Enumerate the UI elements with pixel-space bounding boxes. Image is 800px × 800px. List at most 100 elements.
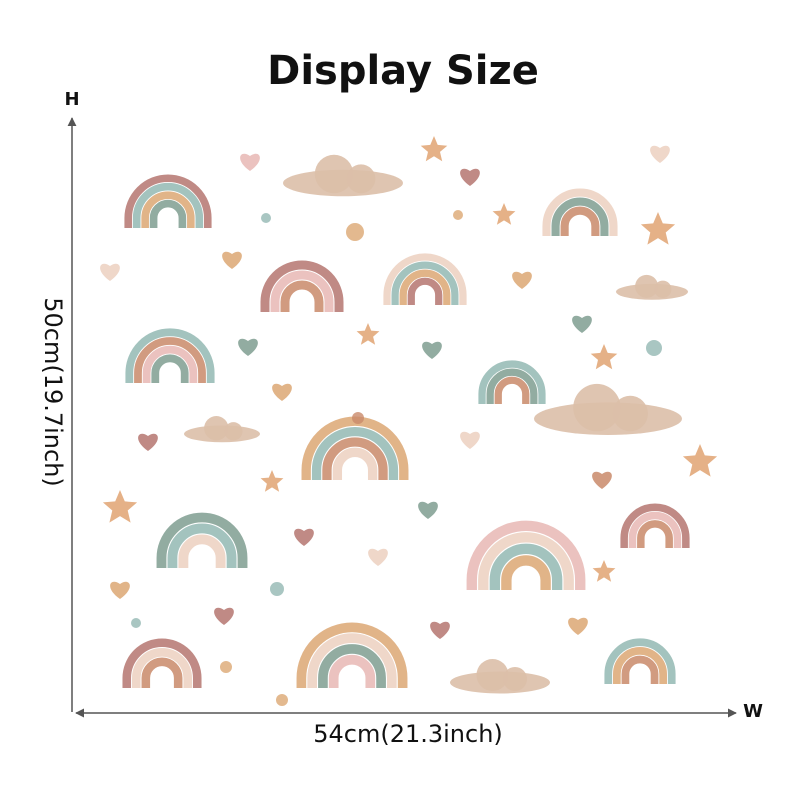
rainbow-arc	[628, 511, 682, 548]
rainbow-arc	[311, 427, 399, 480]
dot	[276, 694, 288, 706]
dot	[346, 223, 364, 241]
rainbow-arc	[478, 360, 546, 404]
heart	[650, 145, 670, 163]
rainbow-arc	[270, 270, 334, 312]
rainbow-arc	[167, 523, 237, 568]
rainbow-arc	[156, 512, 248, 568]
star	[102, 490, 138, 523]
heart	[422, 341, 442, 359]
rainbow-arc	[124, 174, 212, 228]
rainbow-arc	[322, 437, 388, 480]
heart	[460, 168, 480, 186]
heart	[568, 617, 588, 635]
rainbow-arc	[478, 532, 574, 590]
rainbow-arc	[542, 188, 618, 236]
rainbow-arc	[466, 520, 586, 590]
rainbow-arc	[307, 633, 397, 688]
width-marker: W	[743, 701, 763, 722]
heart	[592, 471, 612, 489]
rainbow-arc	[407, 277, 443, 305]
rainbow-arc	[142, 345, 198, 383]
rainbow-arc	[296, 622, 408, 688]
heart	[272, 383, 292, 401]
dot	[453, 210, 463, 220]
rainbow-arc	[141, 657, 183, 688]
cloud	[314, 154, 354, 194]
cloud	[635, 274, 659, 298]
rainbow-arc	[621, 655, 659, 684]
dot	[261, 213, 271, 223]
rainbow-arc	[494, 376, 530, 404]
star	[640, 212, 676, 245]
star	[492, 203, 516, 225]
width-label: 54cm(21.3inch)	[313, 720, 503, 748]
cloud	[503, 667, 527, 691]
heart	[110, 581, 130, 599]
star	[590, 344, 618, 370]
dot	[131, 618, 141, 628]
heart	[430, 621, 450, 639]
rainbow-arc	[560, 206, 600, 236]
heart	[238, 338, 258, 356]
rainbow-arc	[383, 253, 467, 305]
star	[356, 323, 380, 345]
rainbow-arc	[141, 191, 195, 228]
heart	[512, 271, 532, 289]
heart	[418, 501, 438, 519]
rainbow-arc	[151, 354, 189, 383]
star	[420, 136, 448, 162]
star	[260, 470, 284, 492]
rainbow-arc	[132, 648, 192, 688]
heart	[240, 153, 260, 171]
heart	[222, 251, 242, 269]
rainbow-arc	[486, 368, 538, 404]
dot	[646, 340, 662, 356]
title: Display Size	[267, 48, 539, 94]
rainbow-arc	[604, 638, 676, 684]
heart	[368, 548, 388, 566]
rainbow-arc	[612, 647, 668, 684]
rainbow-arc	[149, 199, 187, 228]
decorations	[100, 136, 718, 706]
cloud	[346, 164, 376, 194]
rainbow-arc	[318, 644, 386, 688]
dot	[270, 582, 284, 596]
heart	[100, 263, 120, 281]
heart	[572, 315, 592, 333]
heart	[214, 607, 234, 625]
rainbow-arc	[332, 447, 378, 480]
star	[682, 444, 718, 477]
height-label: 50cm(19.7inch)	[39, 297, 67, 487]
rainbow-arc	[399, 269, 451, 305]
rainbow-arc	[280, 280, 324, 312]
rainbow-arc	[260, 260, 344, 312]
rainbow-arc	[122, 638, 202, 688]
star	[592, 560, 616, 582]
rainbow-arc	[178, 534, 226, 568]
heart	[460, 431, 480, 449]
rainbow-arc	[551, 197, 609, 236]
rainbow-arc	[391, 261, 459, 305]
rainbow-arc	[125, 328, 215, 383]
rainbow-arc	[134, 337, 206, 383]
rainbow-arc	[132, 182, 204, 228]
cloud	[476, 659, 509, 691]
heart	[138, 433, 158, 451]
cloud	[612, 395, 648, 432]
rainbow-arc	[328, 654, 376, 688]
rainbow-arc	[620, 503, 690, 548]
cloud	[204, 416, 229, 441]
rainbow-arc	[501, 555, 551, 590]
cloud	[654, 280, 672, 298]
heart	[294, 528, 314, 546]
cloud	[573, 383, 621, 432]
dot	[352, 412, 364, 424]
rainbow-arc	[489, 543, 563, 590]
rainbow-arc	[637, 520, 673, 548]
cloud	[224, 422, 243, 441]
dot	[220, 661, 232, 673]
height-marker: H	[64, 89, 79, 110]
